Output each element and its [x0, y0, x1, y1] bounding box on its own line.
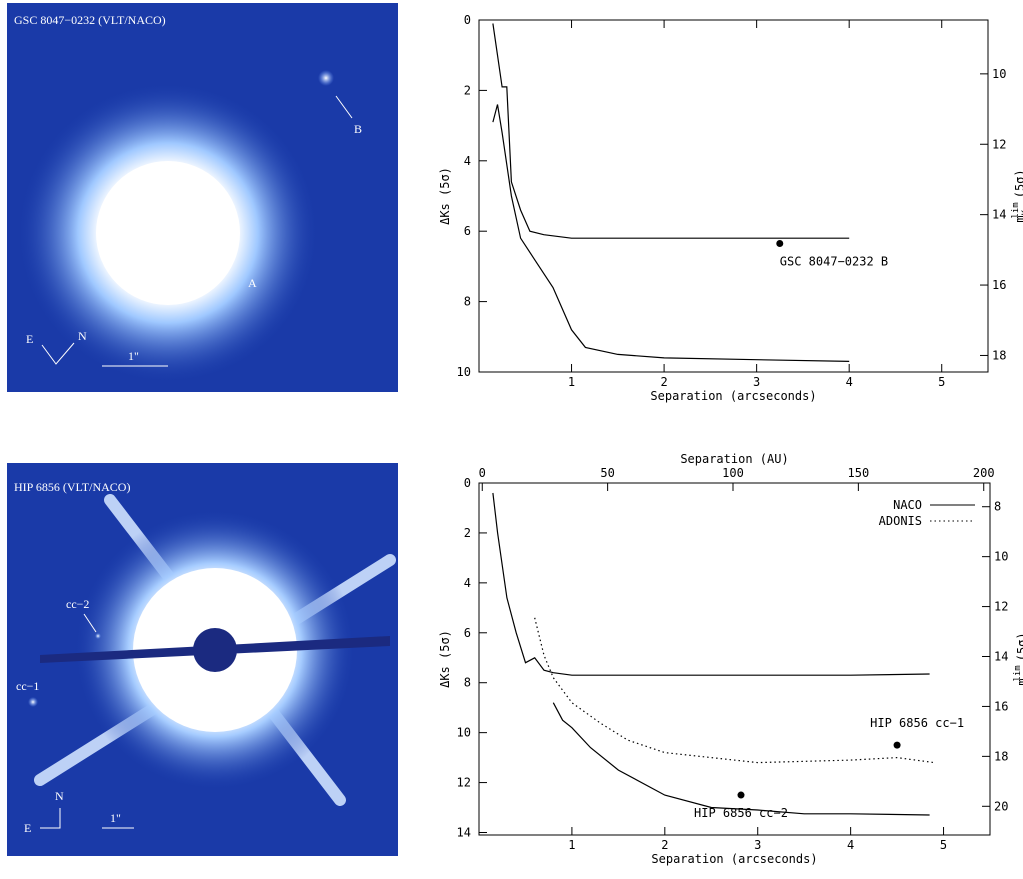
data-point	[893, 741, 901, 749]
compass	[41, 342, 75, 365]
x2-tick-label: 50	[600, 466, 614, 480]
y-tick-label: 4	[464, 154, 471, 168]
y2-tick-label: 20	[994, 799, 1008, 813]
y-tick-label: 10	[457, 726, 471, 740]
y-axis-label: ΔKs (5σ)	[438, 630, 452, 688]
image-label: E	[24, 821, 31, 835]
x-tick-label: 3	[754, 838, 761, 852]
y2-axis-label-part: Ks	[1021, 205, 1023, 216]
x2-tick-label: 0	[479, 466, 486, 480]
legend-label: NACO	[893, 498, 922, 512]
star-core	[96, 161, 240, 305]
x2-axis-label: Separation (AU)	[680, 452, 788, 466]
image-label: N	[55, 789, 64, 803]
y2-tick-label: 14	[992, 208, 1006, 222]
y-tick-label: 6	[464, 224, 471, 238]
y2-axis-label-part: (5σ)	[1015, 632, 1023, 661]
image-label: N	[78, 329, 87, 343]
companion	[28, 697, 38, 707]
data-point	[737, 791, 745, 799]
y2-axis-label: mKslim (5σ)	[1011, 169, 1023, 222]
image-title: GSC 8047−0232 (VLT/NACO)	[14, 13, 166, 27]
y2-axis-label: mKslim(5σ)	[1013, 632, 1023, 685]
y-tick-label: 2	[464, 83, 471, 97]
y-tick-label: 10	[457, 365, 471, 379]
image-label: cc−1	[16, 679, 39, 693]
data-point	[776, 240, 784, 248]
data-line	[492, 492, 930, 676]
point-label: HIP 6856 cc−2	[694, 806, 788, 820]
x-tick-label: 1	[568, 838, 575, 852]
y-tick-label: 14	[457, 826, 471, 840]
y-tick-label: 4	[464, 576, 471, 590]
y2-tick-label: 10	[994, 550, 1008, 564]
x2-tick-label: 100	[722, 466, 744, 480]
plot-frame	[478, 482, 991, 836]
x-tick-label: 3	[753, 375, 760, 389]
data-line	[552, 702, 930, 816]
x-axis-label: Separation (arcseconds)	[651, 852, 817, 866]
y2-tick-label: 16	[992, 278, 1006, 292]
y-axis-label: ΔKs (5σ)	[438, 167, 452, 225]
x2-tick-label: 150	[848, 466, 870, 480]
y2-tick-label: 18	[994, 749, 1008, 763]
x-tick-label: 1	[568, 375, 575, 389]
y2-axis-label-part: lim	[1011, 202, 1021, 218]
image-title: HIP 6856 (VLT/NACO)	[14, 480, 130, 494]
y2-axis-label-part: lim	[1013, 665, 1023, 681]
plot-frame	[478, 19, 989, 373]
y2-axis-label-part: m	[1015, 678, 1023, 685]
image-panel-1: GSC 8047−0232 (VLT/NACO) B A E N 1"	[7, 3, 398, 392]
x2-tick-label: 200	[973, 466, 995, 480]
x-tick-label: 2	[661, 838, 668, 852]
y-tick-label: 8	[464, 676, 471, 690]
image-label: B	[354, 122, 362, 136]
image-label: 1"	[128, 349, 139, 363]
y-tick-label: 0	[464, 13, 471, 27]
arrow	[83, 613, 97, 633]
x-axis-label: Separation (arcseconds)	[650, 389, 816, 403]
x-tick-label: 5	[938, 375, 945, 389]
data-line	[534, 617, 935, 764]
occulter-disk	[193, 628, 237, 672]
y-tick-label: 12	[457, 776, 471, 790]
y2-tick-label: 16	[994, 699, 1008, 713]
x-tick-label: 2	[660, 375, 667, 389]
legend-label: ADONIS	[879, 514, 922, 528]
image-label: A	[248, 276, 257, 290]
y2-tick-label: 12	[992, 137, 1006, 151]
y2-tick-label: 18	[992, 348, 1006, 362]
data-line	[492, 23, 850, 239]
y2-axis-label-part: (5σ)	[1013, 169, 1023, 198]
x-tick-label: 4	[847, 838, 854, 852]
y-tick-label: 6	[464, 626, 471, 640]
data-line	[492, 104, 850, 362]
image-label: E	[26, 332, 33, 346]
y-tick-label: 0	[464, 476, 471, 490]
y2-axis-label-part: m	[1013, 215, 1023, 222]
image-panel-2: HIP 6856 (VLT/NACO) cc−2 cc−1 N E 1"	[7, 463, 398, 856]
companion	[95, 633, 101, 639]
image-label: 1"	[110, 811, 121, 825]
companion	[318, 70, 334, 86]
x-tick-label: 4	[846, 375, 853, 389]
y2-tick-label: 12	[994, 600, 1008, 614]
y-tick-label: 8	[464, 295, 471, 309]
y-tick-label: 2	[464, 526, 471, 540]
y2-tick-label: 8	[994, 500, 1001, 514]
image-label: cc−2	[66, 597, 89, 611]
compass	[40, 808, 61, 829]
y2-tick-label: 14	[994, 650, 1008, 664]
x-tick-label: 5	[940, 838, 947, 852]
y2-tick-label: 10	[992, 67, 1006, 81]
point-label: HIP 6856 cc−1	[870, 716, 964, 730]
point-label: GSC 8047−0232 B	[780, 255, 888, 269]
arrow	[335, 95, 353, 119]
